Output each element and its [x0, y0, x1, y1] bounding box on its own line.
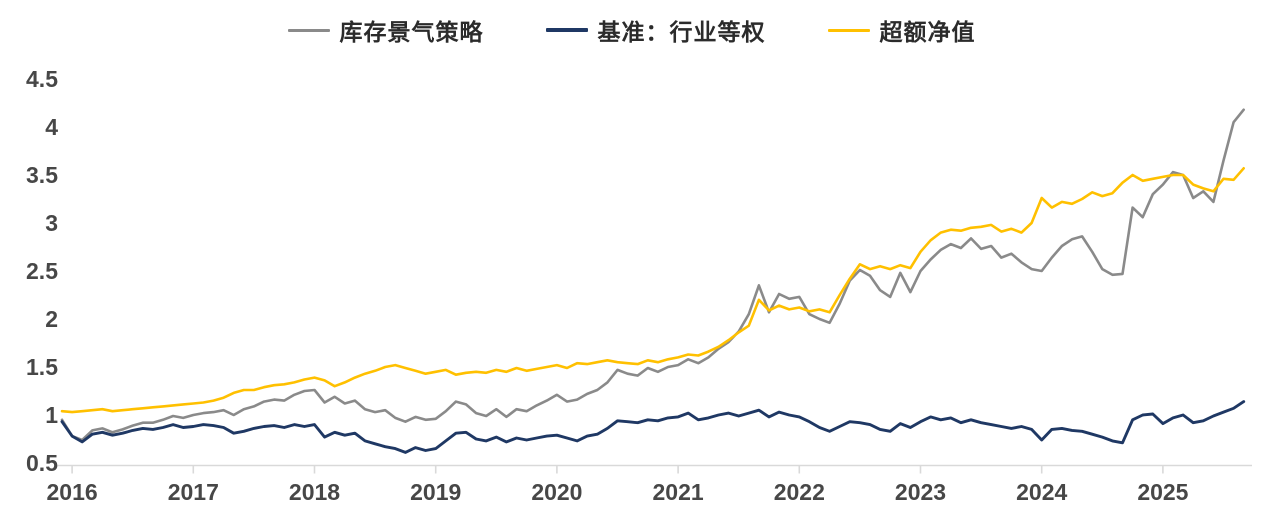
legend-label-benchmark: 基准：行业等权 — [597, 19, 766, 45]
legend-label-strategy: 库存景气策略 — [339, 19, 484, 45]
legend-line-excess — [827, 28, 870, 32]
x-axis-label: 2023 — [895, 479, 946, 505]
y-axis-label: 1.5 — [26, 354, 58, 380]
x-axis-label: 2020 — [531, 479, 582, 505]
series-line-benchmark — [60, 400, 1246, 454]
legend-line-strategy — [287, 28, 330, 32]
x-axis-label: 2021 — [653, 479, 704, 505]
y-axis-label: 4 — [45, 114, 58, 140]
legend-item-excess: 超额净值 — [827, 13, 976, 47]
y-axis-label: 0.5 — [26, 450, 58, 476]
chart-legend: 库存景气策略 基准：行业等权 超额净值 — [0, 13, 1263, 47]
x-axis-label: 2022 — [774, 479, 825, 505]
y-axis-label: 3 — [45, 210, 58, 236]
legend-item-benchmark: 基准：行业等权 — [545, 13, 766, 47]
y-axis-label: 2.5 — [26, 258, 58, 284]
x-axis-label: 2025 — [1137, 479, 1188, 505]
series-line-strategy — [60, 108, 1245, 442]
series-line-excess — [60, 167, 1245, 414]
legend-label-excess: 超额净值 — [879, 19, 976, 45]
legend-line-benchmark — [545, 28, 588, 32]
x-axis-label: 2024 — [1016, 479, 1067, 505]
x-axis-label: 2017 — [168, 479, 219, 505]
x-axis-label: 2018 — [289, 479, 340, 505]
y-axis-label: 1 — [45, 402, 58, 428]
legend-item-strategy: 库存景气策略 — [287, 13, 484, 47]
y-axis-label: 4.5 — [26, 66, 58, 92]
y-axis-label: 2 — [45, 306, 58, 332]
x-axis-label: 2016 — [47, 479, 98, 505]
y-axis-label: 3.5 — [26, 162, 58, 188]
x-axis-label: 2019 — [410, 479, 461, 505]
